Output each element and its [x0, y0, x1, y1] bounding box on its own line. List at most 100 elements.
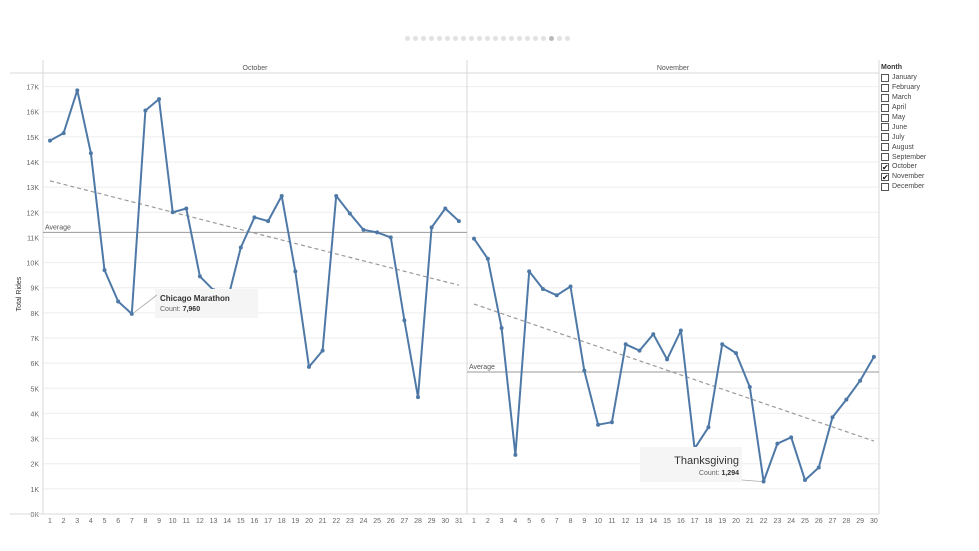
legend-item-may[interactable]: May [879, 113, 975, 123]
x-tick-label: 4 [513, 518, 517, 525]
legend-item-september[interactable]: September [879, 152, 975, 162]
data-point [279, 193, 284, 198]
data-point [830, 415, 835, 420]
page-dot[interactable] [453, 36, 458, 41]
legend-item-august[interactable]: August [879, 142, 975, 152]
x-tick-label: 23 [773, 518, 781, 525]
page-dot[interactable] [469, 36, 474, 41]
checkbox[interactable] [881, 123, 889, 132]
legend-item-march[interactable]: March [879, 93, 975, 103]
y-tick-label: 7K [30, 336, 39, 343]
legend-item-october[interactable]: ✔ October [879, 162, 975, 172]
x-tick-label: 5 [103, 518, 107, 525]
data-point [485, 256, 490, 261]
checkbox[interactable] [881, 103, 889, 112]
x-tick-label: 11 [183, 518, 190, 525]
page-dot[interactable] [549, 36, 554, 41]
checkbox[interactable] [881, 133, 889, 142]
page-dot[interactable] [509, 36, 514, 41]
data-point [596, 422, 601, 427]
legend-item-december[interactable]: December [879, 182, 975, 192]
annotation-pointer [133, 294, 158, 314]
page-dot[interactable] [445, 36, 450, 41]
data-point [402, 318, 407, 323]
y-tick-label: 8K [30, 311, 39, 318]
data-point [116, 299, 121, 304]
checkbox[interactable] [881, 153, 889, 162]
page-dot[interactable] [557, 36, 562, 41]
x-tick-label: 2 [62, 518, 66, 525]
x-tick-label: 22 [332, 518, 340, 525]
panel-header-october: October [243, 65, 269, 72]
data-point [361, 227, 366, 232]
checkbox[interactable] [881, 143, 889, 152]
trend-line [49, 180, 460, 286]
page-dot[interactable] [565, 36, 570, 41]
legend-item-label: January [892, 74, 917, 82]
x-tick-label: 14 [649, 518, 657, 525]
y-tick-label: 4K [30, 411, 39, 418]
page-dot[interactable] [413, 36, 418, 41]
checkbox[interactable] [881, 73, 889, 82]
checkbox[interactable]: ✔ [881, 172, 889, 182]
data-point [320, 348, 325, 353]
x-tick-label: 5 [527, 518, 531, 525]
checkbox[interactable]: ✔ [881, 162, 889, 172]
page-dot[interactable] [421, 36, 426, 41]
data-point [48, 138, 52, 143]
x-tick-label: 28 [842, 518, 850, 525]
x-tick-label: 12 [622, 518, 630, 525]
page-dot[interactable] [525, 36, 530, 41]
x-tick-label: 4 [89, 518, 93, 525]
legend-item-january[interactable]: January [879, 73, 975, 83]
x-tick-label: 21 [746, 518, 754, 525]
page-dot[interactable] [493, 36, 498, 41]
data-point [170, 210, 175, 215]
checkbox[interactable] [881, 83, 889, 92]
x-tick-label: 28 [414, 518, 422, 525]
checkbox[interactable] [881, 93, 889, 102]
page-dot[interactable] [461, 36, 466, 41]
legend-item-label: July [892, 133, 905, 141]
x-tick-label: 3 [75, 518, 79, 525]
legend-item-june[interactable]: June [879, 122, 975, 132]
page-dot[interactable] [541, 36, 546, 41]
legend-item-label: June [892, 123, 908, 131]
data-point [734, 351, 739, 356]
x-tick-label: 18 [278, 518, 286, 525]
page-dot[interactable] [405, 36, 410, 41]
page-indicator[interactable] [405, 36, 570, 41]
data-point [102, 268, 107, 273]
x-tick-label: 20 [732, 518, 740, 525]
data-point [789, 435, 794, 440]
legend-item-february[interactable]: February [879, 83, 975, 93]
x-tick-label: 26 [815, 518, 823, 525]
checkbox[interactable] [881, 182, 889, 191]
x-tick-label: 15 [237, 518, 245, 525]
page-dot[interactable] [501, 36, 506, 41]
page-dot[interactable] [485, 36, 490, 41]
checkbox[interactable] [881, 113, 889, 122]
page-dot[interactable] [533, 36, 538, 41]
legend-item-july[interactable]: July [879, 132, 975, 142]
page-dot[interactable] [477, 36, 482, 41]
legend-item-november[interactable]: ✔ November [879, 172, 975, 182]
x-tick-label: 13 [636, 518, 644, 525]
legend-item-april[interactable]: April [879, 103, 975, 113]
page-dot[interactable] [437, 36, 442, 41]
x-tick-label: 16 [251, 518, 259, 525]
data-point [472, 236, 476, 241]
page-dot[interactable] [429, 36, 434, 41]
x-tick-label: 27 [400, 518, 408, 525]
page-dot[interactable] [517, 36, 522, 41]
average-label: Average [45, 224, 71, 231]
x-tick-label: 10 [169, 518, 177, 525]
legend-item-label: May [892, 114, 906, 121]
x-tick-label: 6 [541, 518, 545, 525]
data-point [238, 245, 243, 250]
data-point [456, 219, 461, 224]
x-tick-label: 23 [346, 518, 354, 525]
data-point [429, 225, 434, 230]
x-tick-label: 21 [319, 518, 327, 525]
